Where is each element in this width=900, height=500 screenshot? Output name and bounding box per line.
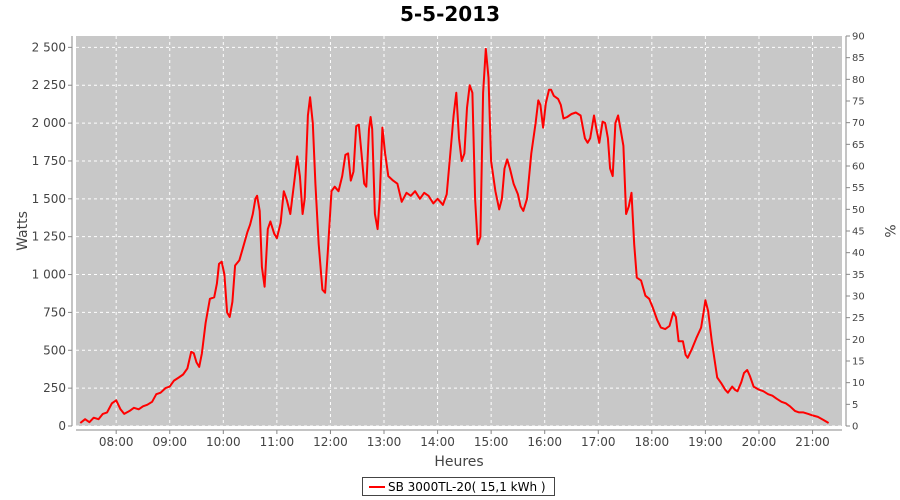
x-tick-label-6: 14:00 [420,435,455,449]
series-line-sb3000tl [79,47,830,424]
y2-tick-label-14: 70 [852,118,865,129]
x-tick-label-1: 09:00 [152,435,187,449]
y2-axis-title: % [881,224,897,237]
y2-tick-label-0: 0 [852,422,858,433]
y2-tick-label-12: 60 [852,162,865,173]
y-tick-label-2: 500 [43,343,66,357]
y-tick-label-4: 1 000 [32,268,66,282]
x-axis-title: Heures [434,454,483,470]
y2-tick-label-11: 55 [852,183,865,194]
y2-tick-label-4: 20 [852,335,865,346]
y2-tick-label-6: 30 [852,292,865,303]
x-tick-label-0: 08:00 [99,435,134,449]
x-tick-label-13: 21:00 [795,435,830,449]
y-tick-label-7: 1 750 [32,154,66,168]
y2-tick-label-3: 15 [852,357,865,368]
legend-swatch [369,485,385,488]
y2-tick-label-5: 25 [852,313,865,324]
legend: SB 3000TL-20( 15,1 kWh ) [362,477,555,496]
x-tick-label-5: 13:00 [367,435,402,449]
y2-tick-label-1: 5 [852,400,858,411]
y-tick-label-10: 2 500 [32,40,66,54]
y-tick-label-3: 750 [43,305,66,319]
y2-tick-label-13: 65 [852,140,865,151]
y2-tick-label-18: 90 [852,32,865,43]
y2-tick-label-15: 75 [852,97,865,108]
y-tick-label-5: 1 250 [32,230,66,244]
x-tick-label-10: 18:00 [635,435,670,449]
y2-tick-label-10: 50 [852,205,865,216]
y2-tick-label-8: 40 [852,248,865,259]
x-tick-label-7: 15:00 [474,435,509,449]
y-axis-ticks: 0 250 500 750 1 000 1 250 1 500 1 750 2 000 2 250… [32,40,72,433]
x-axis-ticks: 08:00 09:00 10:00 11:00 12:00 13:00 14:00 15:00… [99,430,830,449]
y2-tick-label-9: 45 [852,227,865,238]
y-tick-label-6: 1 500 [32,192,66,206]
y-tick-label-8: 2 000 [32,116,66,130]
y2-tick-label-7: 35 [852,270,865,281]
y2-tick-label-17: 85 [852,53,865,64]
y-tick-label-0: 0 [58,419,66,433]
grid [76,36,842,427]
x-tick-label-4: 12:00 [313,435,348,449]
y2-tick-label-2: 10 [852,378,865,389]
x-tick-label-9: 17:00 [581,435,616,449]
chart-title: 5-5-2013 [399,2,501,26]
x-tick-label-2: 10:00 [206,435,241,449]
y-tick-label-9: 2 250 [32,78,66,92]
legend-label: SB 3000TL-20( 15,1 kWh ) [388,479,546,494]
x-tick-label-3: 11:00 [260,435,295,449]
x-tick-label-12: 20:00 [742,435,777,449]
x-tick-label-8: 16:00 [527,435,562,449]
y-axis-title: Watts [15,211,31,251]
y2-tick-label-16: 80 [852,75,865,86]
x-tick-label-11: 19:00 [688,435,723,449]
y-tick-label-1: 250 [43,381,66,395]
plot-area [76,36,842,426]
y2-axis-ticks: 0 5 10 15 20 25 30 35 40 45 50 55 60 65 70 75 80 85 90 [846,32,865,433]
